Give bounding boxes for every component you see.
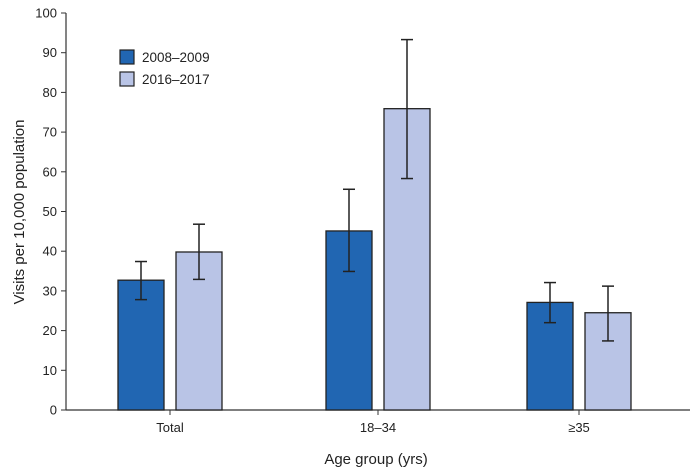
legend-swatch — [119, 71, 135, 87]
y-tick-label: 50 — [43, 204, 57, 219]
x-axis-title: Age group (yrs) — [324, 451, 427, 468]
legend-label: 2016–2017 — [142, 72, 210, 87]
legend-label: 2008–2009 — [142, 50, 210, 65]
y-tick-label: 90 — [43, 45, 57, 60]
error-bars-group — [135, 38, 614, 342]
y-tick-label: 40 — [43, 244, 57, 259]
bars-group — [117, 108, 632, 411]
y-tick-label: 80 — [43, 85, 57, 100]
x-tick-label: Total — [156, 420, 184, 435]
y-tick-label: 0 — [50, 403, 57, 418]
bar-series-1 — [117, 279, 165, 411]
y-tick-label: 60 — [43, 164, 57, 179]
y-tick-label: 100 — [35, 6, 57, 21]
y-tick-label: 20 — [43, 323, 57, 338]
y-tick-label: 10 — [43, 363, 57, 378]
x-tick-label: 18–34 — [360, 420, 396, 435]
legend: 2008–2009 2016–2017 — [119, 49, 210, 87]
legend-swatch — [119, 49, 135, 65]
y-tick-label: 30 — [43, 283, 57, 298]
y-tick-label: 70 — [43, 125, 57, 140]
axes-group: 0 10 20 30 40 50 60 70 80 90 100 Total 18–34 ≥35 — [35, 6, 690, 435]
x-tick-label: ≥35 — [568, 420, 590, 435]
y-axis-title: Visits per 10,000 population — [11, 120, 28, 305]
